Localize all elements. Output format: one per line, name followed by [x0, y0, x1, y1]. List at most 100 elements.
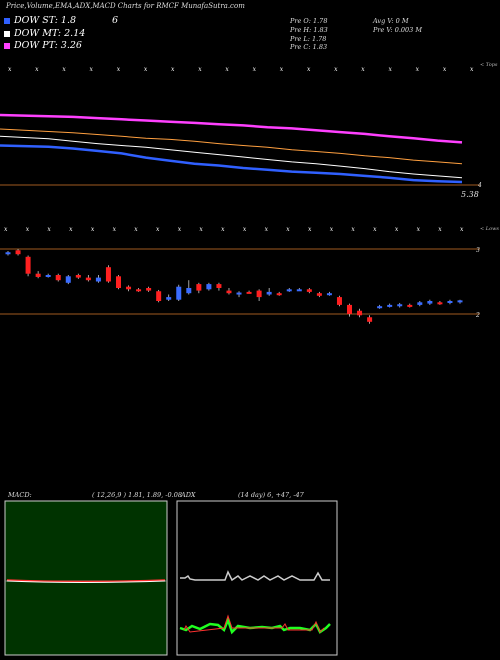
dow-mt-text: DOW MT: 2.14: [14, 28, 86, 39]
candle-body-3: [35, 273, 41, 277]
mid-marker-15: x: [329, 226, 334, 233]
mid-marker-13: x: [286, 226, 290, 233]
candle-body-32: [326, 293, 332, 296]
avg-volume: Avg V: 0 M: [373, 17, 409, 25]
candle-body-38: [387, 304, 393, 307]
candle-body-9: [95, 277, 101, 282]
top-marker-12: x: [334, 66, 338, 73]
top-marker-13: x: [361, 66, 365, 73]
mid-marker-17: x: [373, 226, 377, 233]
top-marker-17: x: [470, 66, 474, 73]
mid-marker-8: x: [177, 226, 182, 233]
mid-marker-19: x: [416, 226, 420, 233]
pre-volume: Pre V: 0.003 M: [373, 26, 423, 34]
candle-body-23: [236, 292, 242, 295]
candle-body-41: [417, 302, 423, 305]
mid-marker-7: x: [156, 226, 160, 233]
macd-signal-line: [6, 580, 166, 583]
ema-series-0: [0, 113, 463, 144]
ema-series-2: [0, 135, 463, 179]
top-marker-1: x: [35, 66, 39, 73]
candle-body-39: [397, 304, 403, 307]
candle-body-25: [256, 290, 262, 298]
macd-params: ( 12,26,9 ) 1.81, 1.89, -0.08: [92, 491, 182, 499]
dow-st-swatch: [4, 17, 10, 24]
mid-marker-4: x: [90, 226, 95, 233]
top-marker-8: x: [225, 66, 229, 73]
top-marker-5: x: [143, 66, 148, 73]
ema-current-label: 5.38: [461, 190, 479, 199]
adx-label: ADX: [181, 491, 196, 499]
indicator-panels: [4, 500, 338, 656]
dow-mt-swatch: [4, 30, 10, 37]
extra-value: 6: [112, 15, 119, 26]
mid-marker-2: x: [47, 226, 51, 233]
candle-body-42: [427, 301, 433, 304]
candle-body-8: [85, 277, 91, 281]
macd-panel: [4, 500, 168, 656]
candle-body-43: [437, 302, 443, 305]
pre-high: Pre H: 1.83: [290, 26, 328, 34]
mid-marker-14: x: [308, 226, 312, 233]
dow-mt-label: DOW MT: 2.14: [4, 28, 85, 39]
price-tick-2: 2: [476, 312, 480, 319]
ema-series-3: [0, 144, 463, 184]
candle-body-7: [75, 275, 81, 278]
candle-body-29: [296, 289, 302, 292]
candle-body-28: [286, 289, 292, 292]
tops-tag: < Tops: [480, 62, 498, 68]
top-marker-15: x: [415, 66, 420, 73]
mid-marker-11: x: [242, 226, 247, 233]
pre-close: Pre C: 1.83: [290, 43, 328, 51]
top-marker-9: x: [252, 66, 256, 73]
candle-body-31: [316, 293, 322, 296]
candle-body-44: [447, 301, 453, 303]
candle-body-19: [196, 284, 202, 291]
adx-minus-di: [183, 614, 325, 633]
ema-series-1: [0, 128, 463, 165]
candle-body-27: [276, 293, 282, 296]
mid-marker-1: x: [25, 226, 30, 233]
candle-body-20: [206, 284, 212, 290]
mid-marker-6: x: [134, 226, 138, 233]
top-marker-16: x: [442, 66, 447, 73]
pre-open: Pre O: 1.78: [290, 17, 328, 25]
lows-tag: < Lows: [480, 226, 499, 232]
candle-body-36: [367, 317, 373, 322]
candle-body-26: [266, 291, 272, 295]
top-marker-11: x: [306, 66, 311, 73]
mid-marker-5: x: [112, 226, 116, 233]
ema-axis-label: 4: [478, 182, 482, 189]
candle-body-17: [176, 286, 182, 300]
top-marker-3: x: [89, 66, 93, 73]
candle-body-14: [146, 288, 152, 291]
mid-marker-9: x: [199, 226, 203, 233]
candle-body-33: [336, 297, 342, 305]
mid-marker-0: x: [4, 226, 8, 233]
dow-pt-text: DOW PT: 3.26: [14, 40, 82, 51]
adx-panel: [176, 500, 338, 656]
candle-body-30: [306, 289, 312, 292]
candle-body-12: [126, 286, 132, 290]
mid-marker-12: x: [264, 226, 268, 233]
top-marker-6: x: [171, 66, 175, 73]
top-marker-4: x: [116, 66, 121, 73]
dow-st-label: DOW ST: 1.8: [4, 15, 76, 26]
dow-st-text: DOW ST: 1.8: [14, 15, 77, 26]
candle-body-6: [65, 276, 71, 283]
ema-chart: [0, 113, 480, 186]
dow-pt-label: DOW PT: 3.26: [4, 40, 82, 51]
top-marker-14: x: [388, 66, 392, 73]
mid-marker-10: x: [221, 226, 225, 233]
adx-params: (14 day) 6, +47, -47: [238, 491, 304, 499]
candle-body-10: [105, 267, 111, 282]
candle-body-2: [25, 256, 31, 274]
top-marker-2: x: [62, 66, 66, 73]
candle-body-11: [115, 276, 121, 288]
candle-body-34: [347, 304, 353, 314]
candle-body-37: [377, 306, 383, 309]
price-tick-3: 3: [476, 247, 480, 254]
top-marker-0: x: [8, 66, 12, 73]
top-marker-10: x: [279, 66, 284, 73]
